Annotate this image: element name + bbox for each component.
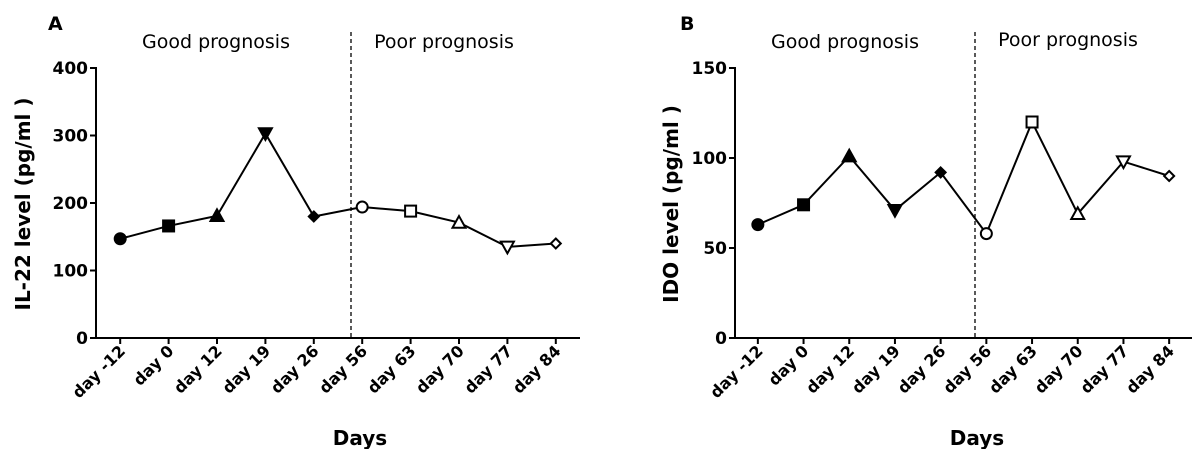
panel-a-x-axis-title: Days <box>333 426 387 449</box>
panel-b-poor-prognosis-label: Poor prognosis <box>998 29 1138 51</box>
data-point-day12 <box>841 147 858 163</box>
y-tick-label: 200 <box>53 194 89 214</box>
data-point-dayneg12 <box>113 232 127 246</box>
x-tick-label: day 84 <box>1122 341 1178 397</box>
data-point-day26 <box>307 210 321 223</box>
panel-b-chart: B Good prognosis Poor prognosis Days IDO… <box>659 13 1192 449</box>
panel-a-good-prognosis-label: Good prognosis <box>142 31 290 53</box>
x-tick-label: day 26 <box>267 341 323 397</box>
data-point-day70 <box>1069 205 1086 220</box>
x-tick-label: day 63 <box>985 341 1041 397</box>
x-tick-label: day 26 <box>894 341 950 397</box>
y-tick-label: 100 <box>692 149 728 169</box>
data-point-day0 <box>797 198 811 212</box>
x-tick-label: day 84 <box>509 341 565 397</box>
data-point-day56 <box>979 227 993 241</box>
data-point-day19 <box>886 204 904 219</box>
x-tick-label: day 77 <box>460 341 516 397</box>
panel-b-x-axis-title: Days <box>950 426 1004 449</box>
x-tick-label: day 56 <box>315 341 371 397</box>
y-tick-label: 50 <box>703 239 727 259</box>
panel-a-y-axis-title: IL-22 level (pg/ml ) <box>11 98 35 311</box>
data-point-day63 <box>1025 115 1039 129</box>
x-tick-label: day 12 <box>170 341 226 397</box>
y-tick-label: 300 <box>53 127 89 147</box>
data-point-day84 <box>549 237 563 250</box>
data-point-day12 <box>208 207 226 223</box>
panel-b-letter: B <box>680 13 694 35</box>
x-tick-label: day 63 <box>364 341 420 397</box>
panel-a-poor-prognosis-label: Poor prognosis <box>374 31 514 53</box>
y-tick-label: 400 <box>53 59 89 79</box>
panel-b-good-prognosis-label: Good prognosis <box>771 31 919 53</box>
x-tick-label: day -12 <box>706 341 767 402</box>
y-tick-label: 0 <box>76 329 88 349</box>
data-point-day0 <box>162 219 176 233</box>
y-tick-label: 100 <box>53 262 89 282</box>
panel-a-chart: A Good prognosis Poor prognosis Days IL-… <box>11 13 580 449</box>
data-point-dayneg12 <box>751 218 765 232</box>
series-line <box>119 131 556 248</box>
data-point-day77 <box>1115 155 1132 171</box>
x-tick-label: day 19 <box>218 341 274 397</box>
panel-b-y-axis-title: IDO level (pg/ml ) <box>659 105 683 303</box>
data-point-day19 <box>257 127 274 143</box>
panel-a-letter: A <box>48 13 63 35</box>
data-point-day84 <box>1162 169 1176 183</box>
data-point-day56 <box>355 200 369 214</box>
x-tick-label: day -12 <box>68 341 129 402</box>
x-tick-label: day 19 <box>848 341 904 397</box>
x-tick-label: day 56 <box>939 341 995 397</box>
series-line <box>757 119 1170 236</box>
data-point-day63 <box>404 204 418 218</box>
x-tick-label: day 77 <box>1076 341 1132 397</box>
data-point-day70 <box>450 214 468 229</box>
x-tick-label: day 70 <box>412 341 468 397</box>
x-tick-label: day 70 <box>1031 341 1087 397</box>
y-tick-label: 150 <box>692 59 728 79</box>
data-point-day26 <box>934 165 948 179</box>
y-tick-label: 0 <box>715 329 727 349</box>
data-point-day77 <box>499 240 516 256</box>
x-tick-label: day 12 <box>802 341 858 397</box>
